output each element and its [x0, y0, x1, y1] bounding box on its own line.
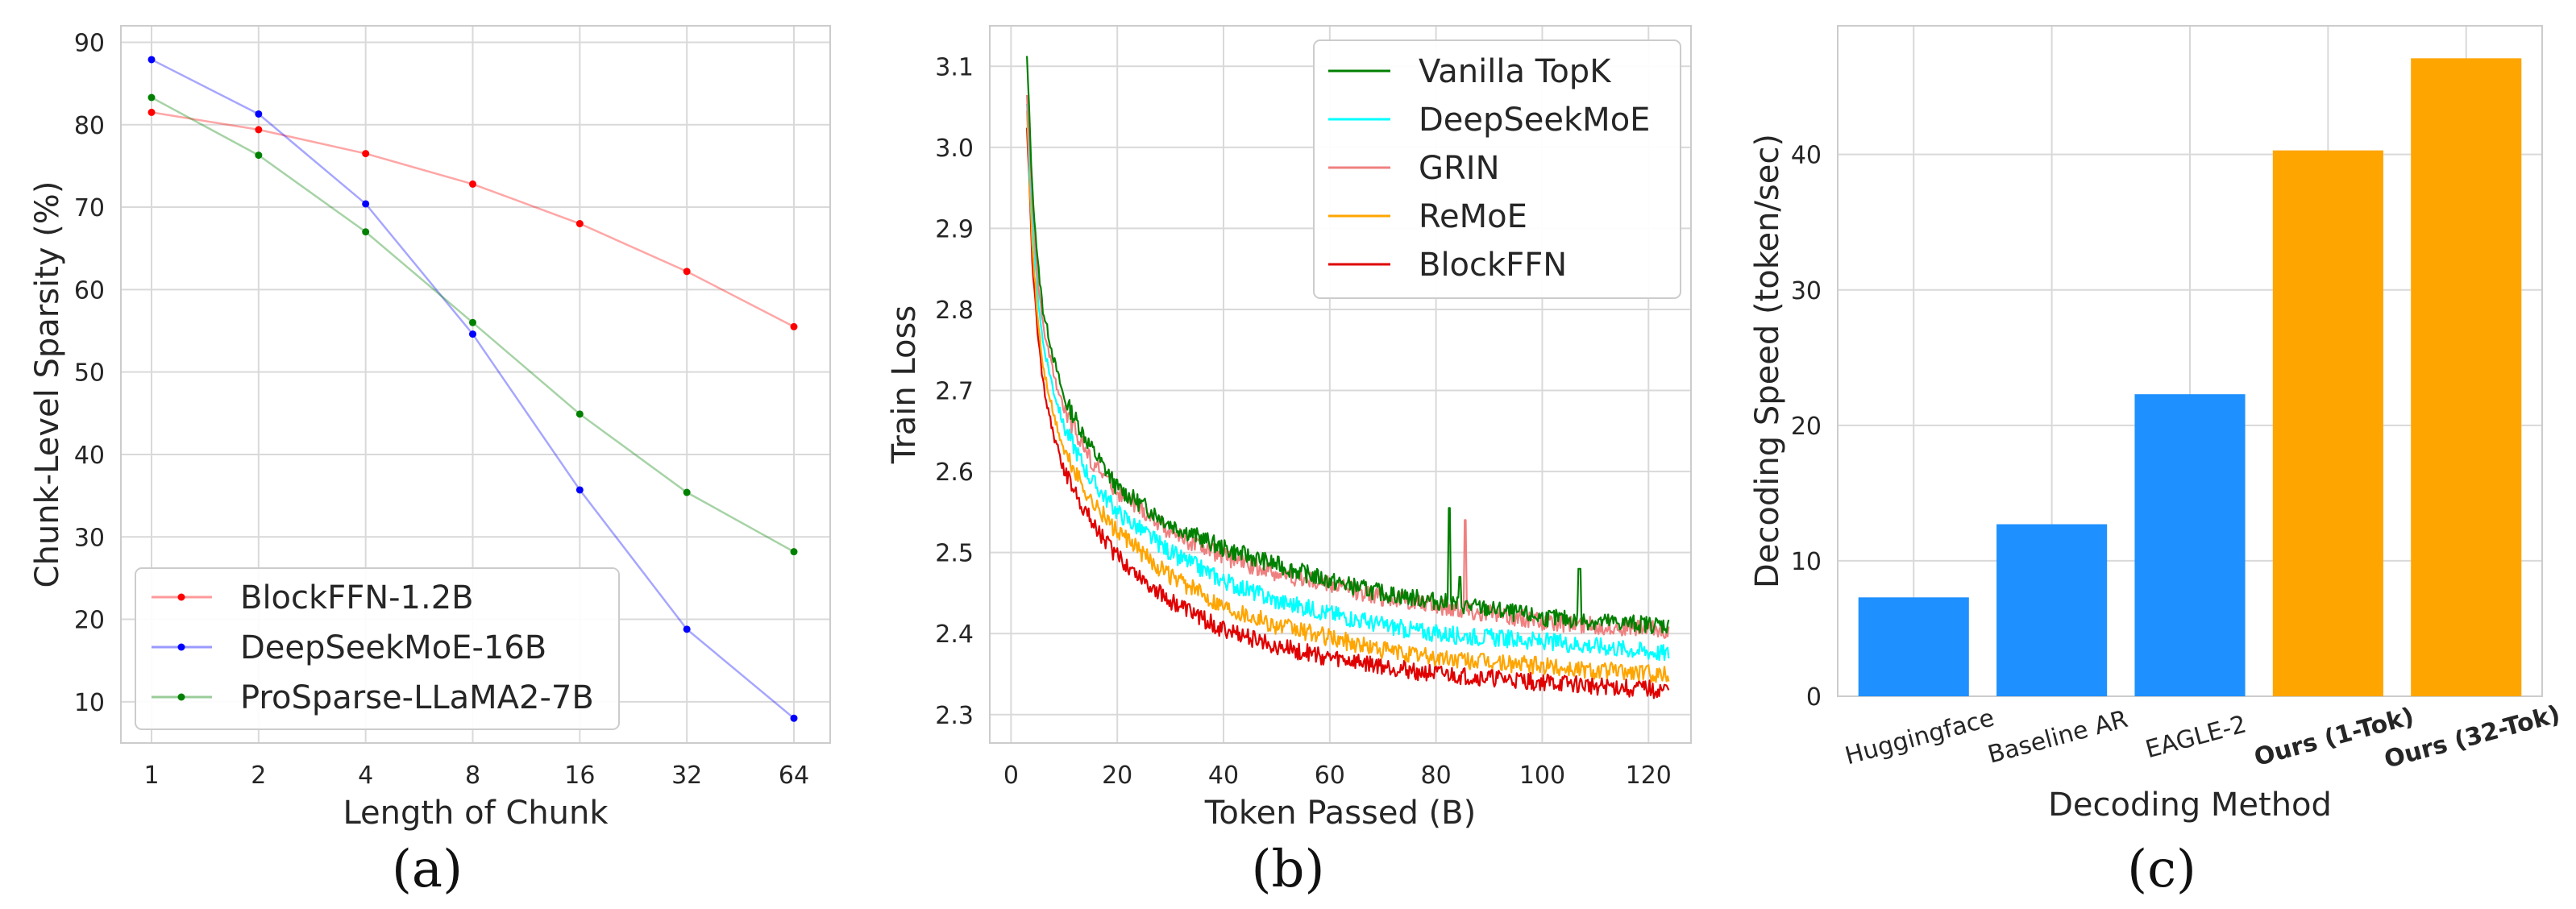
- panel-a-data-point: [255, 126, 263, 134]
- panel-c-bar: [1996, 524, 2108, 696]
- panel-a-x-tick-label: 4: [358, 762, 373, 790]
- panel-c-y-tick-label: 0: [1806, 683, 1822, 712]
- panel-a-data-point: [683, 625, 691, 633]
- panel-b-legend-label: ReMoE: [1419, 198, 1527, 235]
- panel-a-data-point: [362, 150, 370, 158]
- panel-a-y-tick-label: 70: [74, 194, 105, 222]
- panel-c-y-tick-label: 40: [1791, 142, 1822, 170]
- panel-b-series-line: [1026, 56, 1670, 635]
- panel-b-y-tick-label: 2.3: [935, 702, 974, 730]
- panel-b-legend-label: Vanilla TopK: [1419, 53, 1612, 90]
- panel-b-train-loss-chart: 0 20 40 60 80 100 120 2.3 2.4 2.5 2.6 2.7 2.8 2.9 3.0 3…: [886, 25, 1692, 899]
- panel-b-y-tick-label: 2.9: [935, 215, 974, 243]
- panel-a-frame: [120, 25, 831, 744]
- panel-c-x-tick-label: EAGLE-2: [2142, 710, 2249, 764]
- panel-a-y-tick-label: 40: [74, 442, 105, 470]
- panel-a-y-tick-label: 90: [74, 29, 105, 57]
- panel-b-x-tick-label: 80: [1421, 762, 1452, 790]
- panel-b-x-tick-label: 120: [1626, 762, 1672, 790]
- panel-a-y-tick-label: 50: [74, 359, 105, 388]
- panel-a-data-point: [362, 228, 370, 236]
- panel-b-series-line: [1026, 103, 1670, 662]
- panel-a-x-tick-label: 2: [251, 762, 266, 790]
- panel-a-data-point: [683, 488, 691, 496]
- panel-a-y-axis-label: Chunk-Level Sparsity (%): [29, 181, 66, 588]
- panel-a-data-point: [575, 410, 584, 418]
- panel-c-bar: [1858, 597, 1969, 696]
- panel-a-data-point: [575, 486, 584, 494]
- panel-c-bar: [2134, 394, 2246, 696]
- panel-b-legend-label: GRIN: [1419, 150, 1500, 187]
- panel-a-data-point: [469, 318, 476, 326]
- panel-a-data-point: [469, 180, 476, 188]
- panel-a-data-point: [147, 93, 156, 102]
- panel-a-data-point: [790, 322, 798, 330]
- panel-b-x-tick-label: 20: [1102, 762, 1132, 790]
- panel-b-series-line: [1026, 127, 1670, 699]
- panel-b-x-tick-label: 40: [1208, 762, 1239, 790]
- panel-a-data-point: [255, 110, 263, 118]
- panel-a-y-tick-label: 80: [74, 112, 105, 140]
- panel-c-bar: [2411, 58, 2522, 696]
- panel-a-data-point: [147, 108, 156, 116]
- panel-b-x-tick-label: 60: [1315, 762, 1345, 790]
- panel-a-x-tick-label: 1: [143, 762, 159, 790]
- panel-a-data-point: [683, 268, 691, 276]
- panel-c-y-axis-label: Decoding Speed (token/sec): [1749, 134, 1786, 588]
- panel-c-y-tick-label: 10: [1791, 548, 1822, 576]
- panel-a-x-tick-label: 8: [465, 762, 480, 790]
- panel-a-sparsity-chart: 1 2 4 8 16 32 64 10 20 30 40 50 60 70 80 90 Length of Ch…: [29, 25, 831, 899]
- panel-a-data-point: [790, 548, 798, 556]
- panel-a-data-point: [469, 330, 476, 338]
- panel-c-y-tick-label: 20: [1791, 413, 1822, 441]
- panel-a-legend-label: ProSparse-LLaMA2-7B: [240, 679, 594, 716]
- panel-b-frame: [989, 25, 1692, 744]
- panel-b-y-tick-label: 2.8: [935, 297, 974, 325]
- panel-a-data-point: [790, 714, 798, 722]
- panel-c-x-axis-label: Decoding Method: [2048, 787, 2332, 824]
- panel-a-y-tick-label: 30: [74, 524, 105, 552]
- panel-b-caption: (b): [1252, 840, 1325, 899]
- panel-a-x-tick-label: 32: [671, 762, 702, 790]
- panel-a-x-axis-label: Length of Chunk: [343, 795, 609, 832]
- panel-b-x-axis-label: Token Passed (B): [1204, 795, 1476, 832]
- panel-c-caption: (c): [2127, 840, 2196, 899]
- panel-a-legend-label: DeepSeekMoE-16B: [240, 629, 546, 666]
- panel-a-x-tick-label: 16: [564, 762, 595, 790]
- panel-b-y-tick-label: 2.5: [935, 540, 974, 568]
- panel-a-data-point: [255, 152, 263, 160]
- panel-b-series-line: [1026, 110, 1670, 683]
- panel-a-caption: (a): [392, 840, 463, 899]
- panel-b-y-tick-label: 2.4: [935, 621, 974, 649]
- panel-a-legend-box: [135, 567, 620, 730]
- panel-b-legend-label: DeepSeekMoE: [1419, 102, 1650, 139]
- panel-a-legend-marker: [177, 593, 185, 601]
- panel-b-x-tick-label: 0: [1003, 762, 1019, 790]
- panel-c-x-tick-label: Huggingface: [1843, 704, 1998, 770]
- panel-a-legend-marker: [177, 643, 185, 651]
- panel-a-legend-label: BlockFFN-1.2B: [240, 579, 474, 616]
- panel-b-x-tick-label: 100: [1519, 762, 1565, 790]
- panel-b-y-tick-label: 2.7: [935, 378, 974, 406]
- panel-c-bar: [2272, 150, 2383, 696]
- panel-b-y-tick-label: 2.6: [935, 459, 974, 487]
- panel-b-legend-box: [1313, 39, 1681, 299]
- panel-a-y-tick-label: 10: [74, 689, 105, 717]
- panel-b-y-axis-label: Train Loss: [886, 305, 923, 464]
- panel-a-data-point: [575, 220, 584, 228]
- panel-b-legend-label: BlockFFN: [1419, 247, 1567, 284]
- panel-a-y-tick-label: 20: [74, 607, 105, 635]
- panel-a-gridlines: [121, 26, 830, 743]
- panel-a-data-point: [362, 200, 370, 208]
- panel-a-legend-marker: [177, 693, 185, 701]
- panel-a-data-point: [147, 56, 156, 64]
- panel-c-x-tick-label: Baseline AR: [1985, 705, 2131, 770]
- panel-c-y-tick-label: 30: [1791, 277, 1822, 305]
- panel-a-x-tick-label: 64: [779, 762, 809, 790]
- panel-b-y-tick-label: 3.1: [935, 53, 974, 81]
- panel-b-y-tick-label: 3.0: [935, 135, 974, 163]
- panel-a-y-tick-label: 60: [74, 276, 105, 305]
